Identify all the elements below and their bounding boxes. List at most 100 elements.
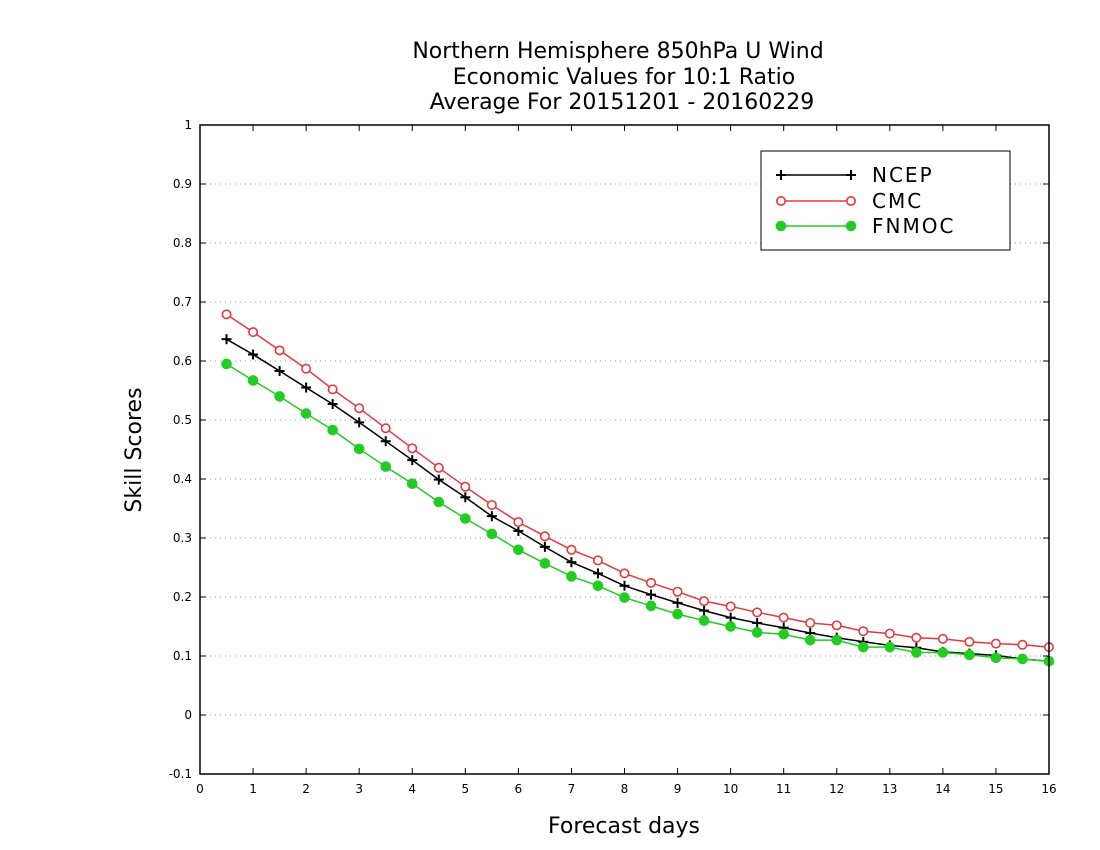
data-point-ncep — [513, 525, 524, 536]
data-point-fnmoc — [990, 652, 1002, 664]
x-tick-label: 14 — [935, 782, 950, 796]
x-tick-label: 11 — [776, 782, 791, 796]
title-line-1: Northern Hemisphere 850hPa U Wind — [412, 39, 823, 64]
data-point-fnmoc — [486, 528, 498, 540]
data-point-fnmoc — [937, 647, 949, 658]
data-point-ncep — [725, 612, 736, 623]
legend-label: NCEP — [872, 163, 934, 187]
data-point-fnmoc — [513, 544, 524, 556]
data-point-cmc — [884, 628, 895, 639]
x-tick-label: 12 — [829, 782, 844, 796]
data-point-cmc — [539, 531, 550, 542]
legend-marker — [775, 220, 787, 232]
x-tick-label: 9 — [674, 782, 682, 796]
data-point-cmc — [831, 620, 842, 631]
data-point-ncep — [566, 557, 577, 568]
data-point-ncep — [301, 382, 312, 393]
y-tick-label: 0.5 — [173, 413, 192, 427]
data-point-cmc — [221, 309, 232, 320]
y-tick-label: 0.8 — [173, 236, 192, 250]
series-line-ncep — [226, 338, 1050, 663]
data-point-fnmoc — [460, 513, 471, 524]
axes: -0.100.10.20.30.40.50.60.70.80.910 1 2 3 4 5 6… — [169, 118, 1057, 796]
grid-lines — [200, 183, 1049, 716]
x-tick-label: 6 — [515, 782, 523, 796]
legend-entry-cmc: CMC — [775, 189, 921, 213]
legend-entry-ncep: NCEP — [776, 163, 934, 187]
legend-label: FNMOC — [872, 214, 955, 238]
x-tick-label: 1 — [249, 782, 257, 796]
y-tick-label: -0.1 — [169, 767, 192, 781]
data-point-fnmoc — [433, 496, 445, 508]
legend-marker — [845, 220, 857, 232]
data-point-cmc — [301, 363, 312, 374]
data-point-fnmoc — [645, 600, 657, 612]
data-point-cmc — [1017, 639, 1028, 650]
data-point-cmc — [513, 517, 524, 528]
data-point-fnmoc — [221, 358, 232, 370]
x-axis-label: Forecast days — [548, 814, 700, 839]
data-point-cmc — [858, 626, 869, 637]
data-point-cmc — [566, 544, 577, 555]
data-point-cmc — [407, 443, 418, 454]
data-point-ncep — [433, 474, 444, 485]
x-tick-label: 8 — [621, 782, 629, 796]
data-point-fnmoc — [751, 627, 763, 638]
data-point-cmc — [486, 499, 497, 510]
data-point-cmc — [964, 636, 975, 647]
data-point-ncep — [539, 541, 550, 552]
series-fnmoc — [221, 358, 1055, 667]
data-point-fnmoc — [353, 443, 365, 455]
legend-marker — [845, 196, 856, 207]
data-point-ncep — [380, 436, 391, 447]
data-point-cmc — [990, 638, 1001, 649]
data-point-cmc — [646, 577, 657, 588]
data-point-cmc — [380, 423, 391, 434]
data-point-cmc — [619, 568, 630, 579]
y-tick-label: 0.4 — [173, 472, 192, 486]
data-point-ncep — [486, 511, 497, 522]
data-point-cmc — [805, 617, 816, 628]
chart-title: Northern Hemisphere 850hPa U Wind Econom… — [412, 39, 823, 115]
data-point-fnmoc — [831, 634, 843, 646]
data-point-fnmoc — [539, 558, 551, 569]
data-point-cmc — [248, 327, 259, 338]
title-line-3: Average For 20151201 - 20160229 — [430, 90, 815, 115]
data-point-cmc — [911, 632, 922, 643]
data-point-fnmoc — [1017, 653, 1028, 665]
data-point-fnmoc — [911, 647, 922, 658]
y-tick-label: 1 — [184, 118, 192, 132]
data-point-fnmoc — [274, 391, 285, 402]
y-tick-label: 0 — [184, 708, 192, 722]
title-line-2: Economic Values for 10:1 Ratio — [453, 65, 795, 90]
data-point-cmc — [699, 596, 710, 607]
series-line-fnmoc — [226, 363, 1050, 663]
legend-marker — [846, 170, 856, 180]
data-point-ncep — [327, 399, 338, 410]
data-point-cmc — [592, 555, 603, 566]
data-point-cmc — [672, 586, 683, 597]
x-tick-label: 0 — [196, 782, 204, 796]
legend-entry-fnmoc: FNMOC — [775, 214, 955, 238]
legend-marker — [776, 170, 786, 180]
x-tick-label: 4 — [408, 782, 416, 796]
data-point-cmc — [937, 633, 948, 644]
legend-marker — [775, 196, 786, 207]
x-tick-label: 5 — [461, 782, 469, 796]
y-tick-label: 0.2 — [173, 590, 192, 604]
data-point-ncep — [619, 580, 630, 591]
series-layer — [221, 309, 1055, 667]
x-tick-label: 16 — [1041, 782, 1056, 796]
data-point-fnmoc — [592, 580, 604, 592]
data-point-fnmoc — [327, 424, 338, 436]
y-axis-label: Skill Scores — [122, 387, 147, 512]
data-point-fnmoc — [619, 592, 630, 603]
data-point-fnmoc — [406, 478, 418, 490]
data-point-fnmoc — [698, 615, 710, 626]
data-point-ncep — [248, 349, 259, 360]
data-point-cmc — [433, 462, 444, 473]
x-tick-label: 13 — [882, 782, 897, 796]
data-point-ncep — [354, 417, 365, 428]
data-point-ncep — [407, 455, 418, 466]
